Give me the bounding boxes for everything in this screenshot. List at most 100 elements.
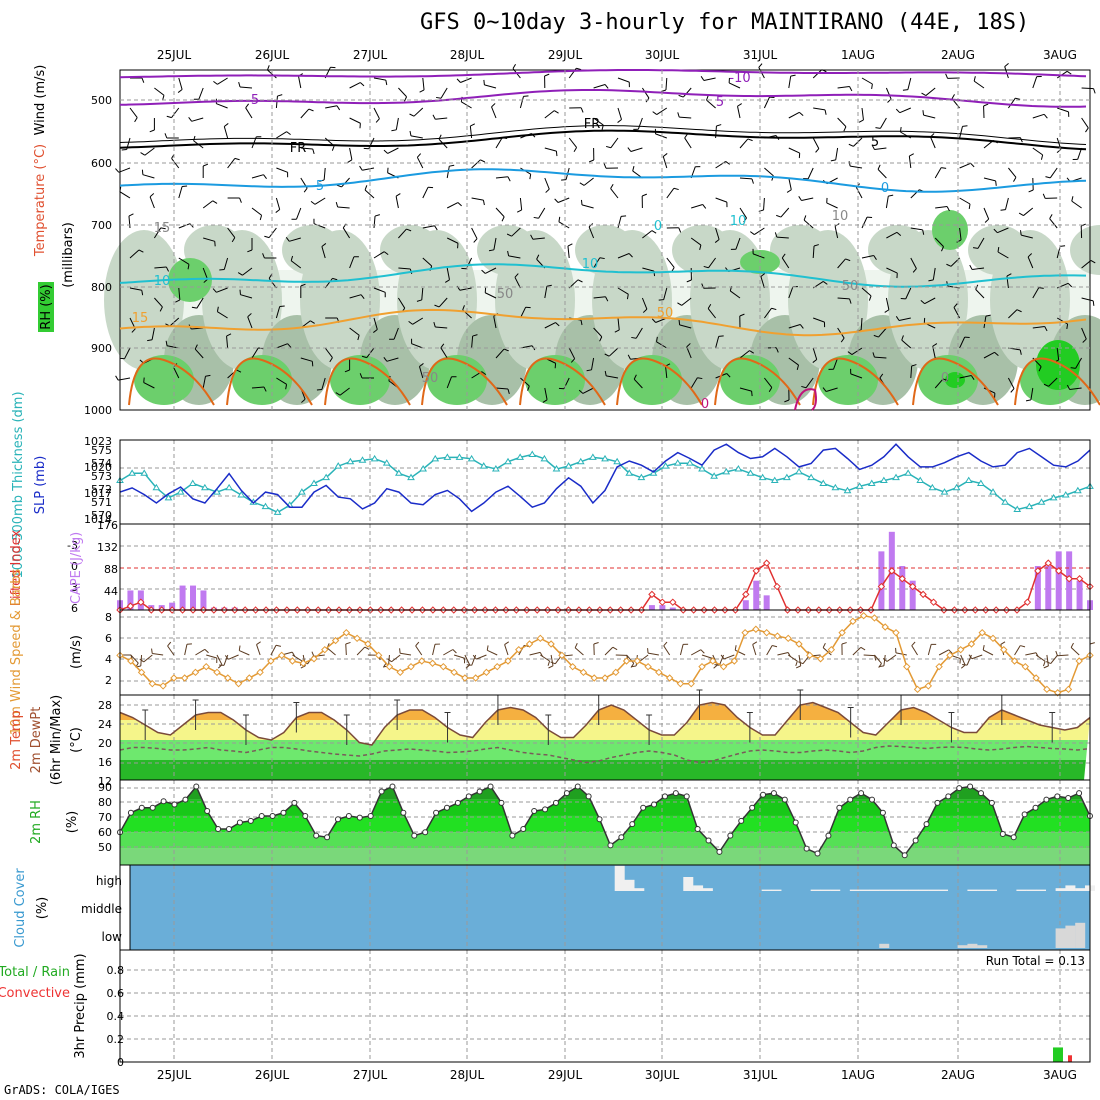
wind-barb-flag bbox=[456, 78, 461, 83]
wind-barb bbox=[349, 327, 360, 336]
wind-barb-flag bbox=[706, 95, 709, 101]
wind-barb-flag bbox=[512, 63, 516, 69]
date-label-top: 29JUL bbox=[548, 48, 583, 62]
wind-barb-flag bbox=[275, 644, 282, 647]
thickness-series-point bbox=[479, 462, 488, 469]
wind-barb-flag bbox=[141, 290, 144, 296]
rh-series-point bbox=[1054, 793, 1061, 800]
wind-barb-flag bbox=[1025, 399, 1032, 402]
rh-series-point bbox=[792, 819, 799, 826]
wind-barb bbox=[812, 245, 815, 259]
wind-tick: 2 bbox=[105, 674, 112, 687]
wind-speed-series-point bbox=[892, 628, 900, 637]
wind-barb bbox=[861, 255, 874, 259]
wind-barb bbox=[1056, 317, 1068, 325]
wind-barb-flag bbox=[796, 364, 799, 371]
rh-series-point bbox=[618, 834, 625, 841]
wind-barb bbox=[178, 186, 183, 199]
wind-barb-flag bbox=[140, 152, 146, 156]
wind-speed-series-point bbox=[374, 651, 383, 660]
thickness-series-point bbox=[128, 469, 137, 476]
thickness-series-point bbox=[782, 473, 791, 481]
wind-barb-flag bbox=[432, 114, 436, 120]
rh-series-point bbox=[269, 812, 276, 819]
rh-series-point bbox=[465, 793, 472, 800]
wind-barb-flag bbox=[364, 185, 368, 191]
wind-barb-flag bbox=[771, 307, 777, 311]
wind-barb bbox=[345, 643, 347, 656]
wind-barb bbox=[128, 216, 131, 229]
wind-barb bbox=[387, 147, 399, 154]
precip-tick: 0.2 bbox=[107, 1033, 125, 1046]
wind-barb bbox=[637, 117, 643, 130]
wind-barb bbox=[422, 77, 425, 90]
wind-barb bbox=[861, 107, 864, 120]
wind-speed-series-point bbox=[698, 662, 706, 671]
wind-speed-series-point bbox=[547, 640, 555, 648]
wind-barb bbox=[460, 77, 472, 83]
rh-series-point bbox=[454, 799, 461, 806]
thickness-series-point bbox=[734, 464, 743, 472]
rh-series-point bbox=[204, 808, 211, 815]
contour-label: 0 bbox=[654, 219, 662, 234]
wind-barb-flag bbox=[1020, 230, 1022, 236]
cape-bar bbox=[179, 585, 186, 610]
wind-barb-flag bbox=[193, 135, 196, 141]
cape-bar bbox=[200, 590, 207, 610]
wind-barb-flag bbox=[651, 318, 657, 323]
wind-barb-flag bbox=[631, 336, 637, 339]
wind-barb bbox=[617, 317, 620, 330]
thickness-series-point bbox=[297, 488, 306, 495]
date-label-bottom: 31JUL bbox=[743, 1068, 778, 1082]
wind-barb-flag bbox=[507, 250, 510, 257]
date-label-top: 3AUG bbox=[1043, 48, 1077, 62]
date-label-top: 26JUL bbox=[255, 48, 290, 62]
rh-series-point bbox=[651, 801, 658, 808]
wind-speed-series-point bbox=[601, 674, 609, 682]
cloud-high-bar bbox=[761, 889, 772, 891]
wind-barb-flag bbox=[799, 111, 804, 117]
wind-barb bbox=[703, 77, 716, 81]
wind-speed-series-point bbox=[1064, 685, 1073, 694]
wind-barb-flag bbox=[383, 251, 389, 256]
wind-barb bbox=[1081, 297, 1094, 302]
wind-barb bbox=[608, 347, 619, 357]
wind-barb bbox=[899, 107, 911, 114]
rh-series-point bbox=[225, 826, 232, 833]
wind-barb bbox=[195, 648, 206, 656]
wind-barb bbox=[149, 196, 155, 209]
cloud-low-bar bbox=[879, 943, 890, 948]
wind-barb bbox=[798, 654, 802, 666]
wind-barb-flag bbox=[922, 110, 925, 116]
wind-barb-flag bbox=[888, 194, 894, 197]
thickness-series-point bbox=[795, 467, 803, 475]
wind-barb bbox=[777, 652, 789, 656]
rh-series-point bbox=[443, 804, 450, 811]
slp-tick: 1020 bbox=[84, 461, 112, 474]
wind-barb-flag bbox=[968, 203, 971, 210]
wind-barb bbox=[837, 258, 846, 269]
cloud-high-bar bbox=[938, 889, 949, 891]
wind-barb bbox=[788, 147, 800, 154]
wind-barb bbox=[679, 644, 684, 656]
wind-barb bbox=[959, 336, 966, 349]
wind-barb bbox=[812, 137, 820, 149]
precip-frame bbox=[119, 949, 1091, 1063]
wind-barb bbox=[226, 336, 229, 349]
cloud-high-bar bbox=[702, 888, 713, 891]
wind-barb-flag bbox=[383, 149, 389, 154]
wind-speed-series-point bbox=[224, 674, 232, 682]
wind-barb-flag bbox=[920, 299, 925, 305]
wind-barb bbox=[495, 207, 505, 218]
wind-barb bbox=[487, 649, 498, 656]
wind-barb-flag bbox=[290, 255, 294, 261]
wind-barb bbox=[877, 169, 887, 179]
wind-barb bbox=[324, 347, 333, 358]
wind-barb bbox=[296, 207, 302, 220]
wind-barb bbox=[682, 87, 692, 98]
wind-barb-flag bbox=[335, 202, 339, 208]
wind-barb bbox=[1069, 387, 1082, 390]
wind-barb bbox=[251, 207, 262, 216]
slp-series bbox=[119, 443, 1091, 513]
wind-barb-flag bbox=[962, 663, 968, 666]
